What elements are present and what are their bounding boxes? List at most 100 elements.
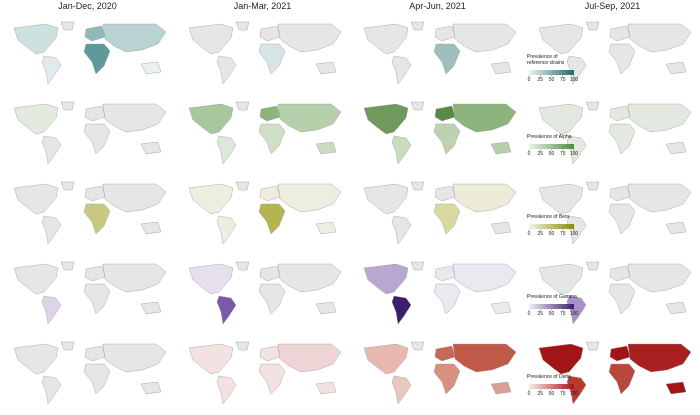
region — [216, 55, 237, 85]
region — [83, 43, 111, 75]
region — [490, 301, 512, 315]
map-panel — [13, 101, 167, 165]
region — [609, 25, 631, 42]
region — [609, 105, 631, 122]
region — [41, 215, 62, 245]
legend-title: Prevalence of Gamma — [527, 294, 577, 300]
region — [84, 185, 106, 202]
region — [140, 141, 162, 155]
map-panel — [13, 261, 167, 325]
map-panel — [538, 181, 692, 245]
greenland — [410, 181, 425, 191]
region — [391, 135, 412, 165]
region — [608, 123, 636, 155]
color-bar — [529, 70, 574, 75]
region — [216, 215, 237, 245]
legend-tick-label: 0 — [528, 231, 531, 237]
legend-tick-label: 100 — [570, 77, 579, 83]
region — [452, 263, 517, 293]
region — [490, 221, 512, 235]
region — [13, 103, 59, 135]
region — [216, 375, 237, 405]
region — [490, 61, 512, 75]
region — [434, 345, 456, 362]
region — [608, 283, 636, 315]
color-bar — [529, 304, 574, 309]
color-bar — [529, 224, 574, 229]
region — [627, 23, 692, 53]
legend-title: Prevalence of Alpha — [527, 134, 572, 140]
region — [434, 105, 456, 122]
map-panel — [363, 261, 517, 325]
region — [363, 103, 409, 135]
legend-tick-label: 0 — [528, 391, 531, 397]
legend-tick-label: 25 — [537, 231, 543, 237]
region — [315, 141, 337, 155]
legend-tick-label: 50 — [549, 231, 555, 237]
legend-title: reference strains — [527, 60, 565, 66]
region — [84, 105, 106, 122]
greenland — [585, 101, 600, 111]
region — [665, 301, 687, 315]
legend: Prevalence of Gamma 0 25 50 75 100 — [527, 294, 578, 317]
region — [102, 23, 167, 53]
region — [83, 363, 111, 395]
map-panel — [538, 341, 692, 405]
legend-tick-label: 25 — [537, 391, 543, 397]
legend-tick-label: 50 — [549, 151, 555, 157]
column-title: Jul-Sep, 2021 — [585, 1, 641, 11]
region — [566, 215, 587, 245]
greenland — [235, 181, 250, 191]
region — [566, 295, 587, 325]
map-panel — [188, 181, 342, 245]
region — [140, 61, 162, 75]
region — [665, 141, 687, 155]
region — [627, 183, 692, 213]
region — [609, 345, 631, 362]
column-title: Jan-Dec, 2020 — [58, 1, 117, 11]
greenland — [410, 261, 425, 271]
map-panel — [363, 21, 517, 85]
region — [608, 363, 636, 395]
region — [84, 265, 106, 282]
legend-tick-label: 100 — [570, 311, 579, 317]
legend-tick-label: 0 — [528, 311, 531, 317]
map-panel — [13, 181, 167, 245]
map-panel — [188, 101, 342, 165]
map-panel — [363, 181, 517, 245]
region — [83, 123, 111, 155]
map-panel — [13, 21, 167, 85]
region — [13, 23, 59, 55]
region — [627, 263, 692, 293]
region — [13, 183, 59, 215]
region — [188, 343, 234, 375]
region — [277, 183, 342, 213]
region — [391, 375, 412, 405]
legend: Prevalence of Delta 0 25 50 75 100 — [527, 374, 578, 397]
region — [391, 295, 412, 325]
column-title: Jan-Mar, 2021 — [234, 1, 292, 11]
map-panel — [363, 341, 517, 405]
map-panel — [188, 261, 342, 325]
region — [627, 103, 692, 133]
region — [538, 263, 584, 295]
legend-tick-label: 0 — [528, 77, 531, 83]
map-panel — [188, 21, 342, 85]
region — [608, 203, 636, 235]
greenland — [585, 261, 600, 271]
region — [83, 203, 111, 235]
region — [84, 345, 106, 362]
region — [538, 343, 584, 375]
legend-title: Prevalence of — [527, 54, 558, 60]
region — [452, 183, 517, 213]
region — [277, 263, 342, 293]
legend-title: Prevalence of Delta — [527, 374, 571, 380]
region — [315, 381, 337, 395]
greenland — [235, 261, 250, 271]
region — [363, 183, 409, 215]
region — [258, 43, 286, 75]
region — [102, 183, 167, 213]
region — [259, 345, 281, 362]
region — [140, 381, 162, 395]
